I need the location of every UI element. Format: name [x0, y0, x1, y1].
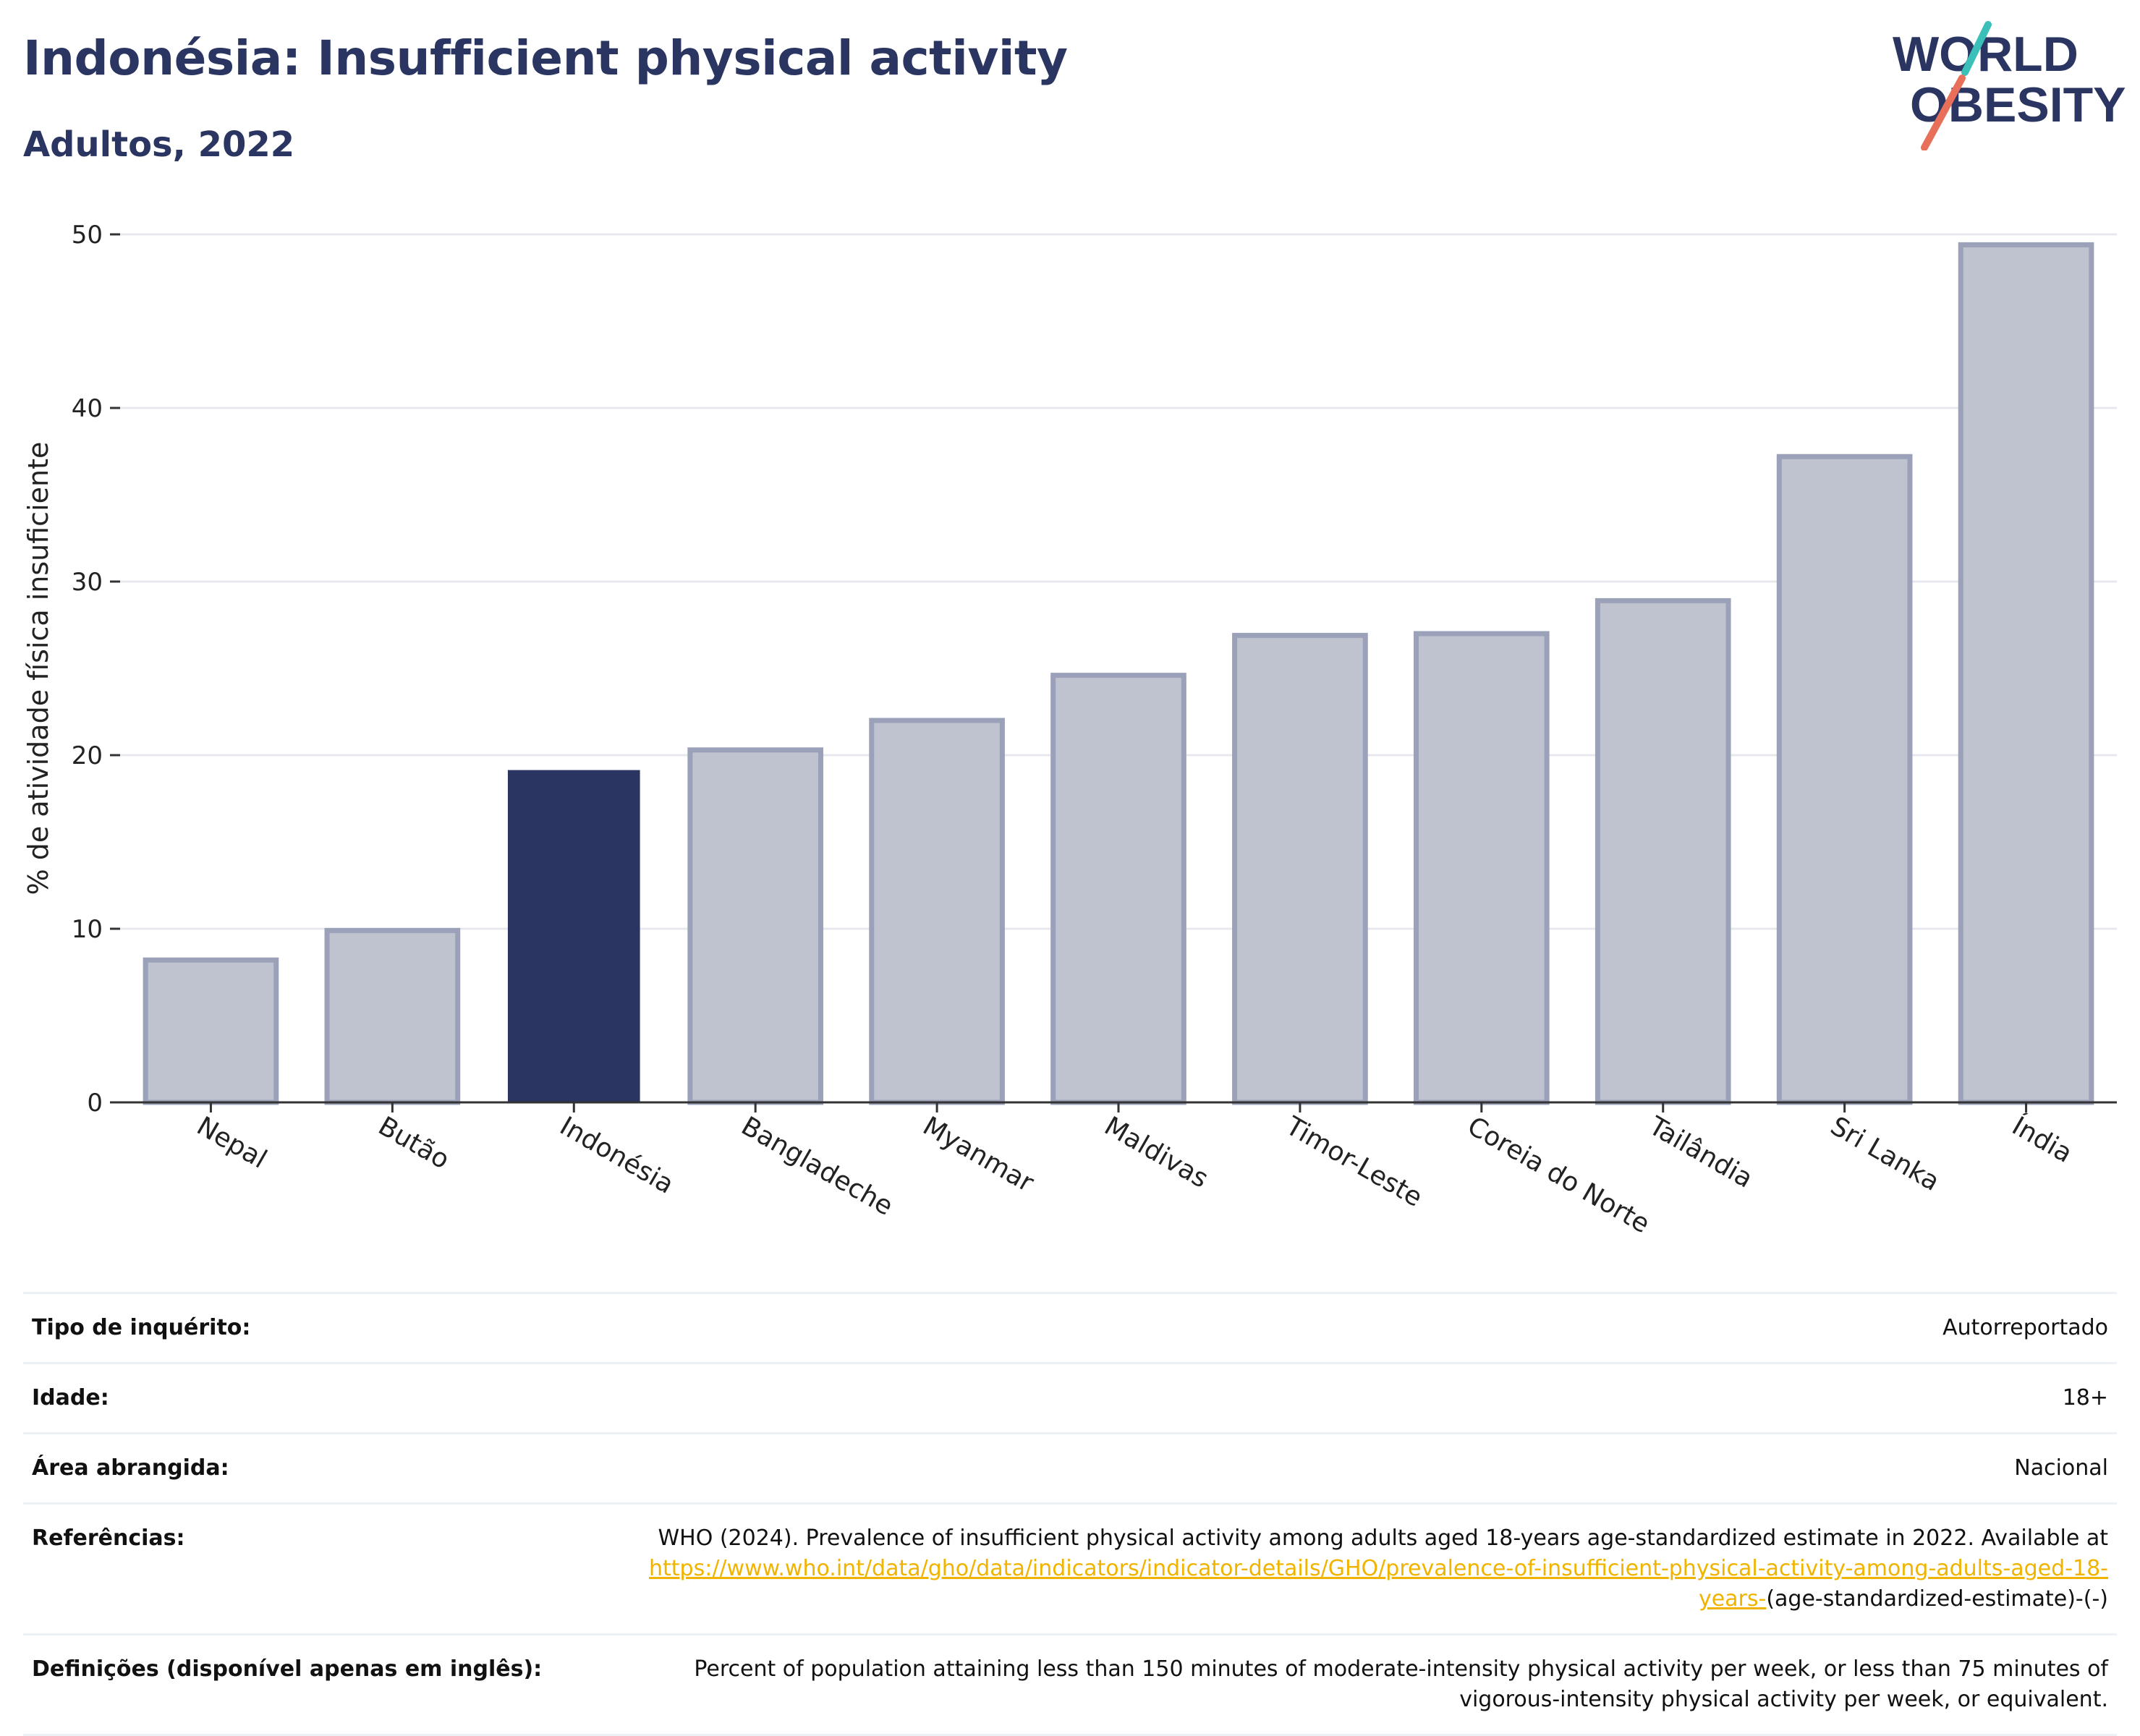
bar-indonésia[interactable]	[507, 770, 640, 1103]
bar-chart: 0 10 20 30 40 50 Nepal Butão Indonésia Bangladec…	[22, 221, 2117, 1239]
bar-coreia-do-norte[interactable]	[1413, 631, 1550, 1105]
bar-bangladeche[interactable]	[687, 747, 824, 1105]
y-tick-label: 20	[72, 741, 103, 770]
info-value: Nacional	[2014, 1455, 2108, 1481]
bar-sri-lanka[interactable]	[1776, 454, 1913, 1105]
x-tick-label: Indonésia	[555, 1111, 679, 1200]
info-table: Tipo de inquérito: Autorreportado Idade:…	[23, 1292, 2117, 1736]
info-value: 18+	[2062, 1385, 2108, 1410]
y-tick-label: 10	[72, 915, 103, 944]
references-value: WHO (2024). Prevalence of insufficient p…	[590, 1504, 2117, 1635]
info-label: Referências:	[32, 1526, 185, 1551]
x-tick-label: Coreia do Norte	[1462, 1111, 1655, 1239]
info-row-area: Área abrangida: Nacional	[23, 1433, 2117, 1504]
x-tick-label: Timor-Leste	[1281, 1111, 1427, 1213]
x-tick-label: Nepal	[192, 1111, 272, 1175]
y-tick-label: 30	[72, 568, 103, 597]
bar-índia[interactable]	[1958, 242, 2094, 1105]
logo-slash-teal	[1961, 21, 1992, 76]
info-label: Definições (disponível apenas em inglês)…	[32, 1656, 543, 1682]
chart-title: Indonésia: Insufficient physical activit…	[23, 30, 1068, 86]
x-tick-label: Tailândia	[1643, 1111, 1757, 1194]
x-tick-label: Butão	[373, 1111, 454, 1175]
y-axis-label: % de atividade física insuficiente	[22, 442, 54, 895]
x-tick-label: Maldivas	[1100, 1111, 1213, 1194]
x-tick-label: Bangladeche	[736, 1111, 898, 1222]
bars	[143, 242, 2094, 1105]
bar-nepal[interactable]	[143, 957, 279, 1105]
info-label: Idade:	[32, 1385, 109, 1410]
y-axis-ticks: 0 10 20 30 40 50	[72, 221, 120, 1118]
bar-maldivas[interactable]	[1050, 673, 1186, 1105]
y-tick-label: 0	[87, 1089, 103, 1118]
info-row-definitions: Definições (disponível apenas em inglês)…	[23, 1634, 2117, 1735]
y-tick-label: 50	[72, 221, 103, 250]
x-tick-label: Myanmar	[918, 1111, 1039, 1198]
x-tick-label: Índia	[2007, 1110, 2078, 1169]
logo-slash-coral	[1921, 75, 1966, 150]
info-label: Área abrangida:	[32, 1455, 229, 1481]
references-text-after: (age-standardized-estimate)-(-)	[1766, 1586, 2108, 1612]
references-link[interactable]: https://www.who.int/data/gho/data/indica…	[649, 1556, 2108, 1612]
bar-timor-leste[interactable]	[1232, 632, 1368, 1105]
y-tick-label: 40	[72, 394, 103, 423]
bar-myanmar[interactable]	[869, 718, 1005, 1105]
info-row-age: Idade: 18+	[23, 1363, 2117, 1434]
info-row-references: Referências: WHO (2024). Prevalence of i…	[23, 1503, 2117, 1635]
references-text: WHO (2024). Prevalence of insufficient p…	[658, 1526, 2108, 1551]
x-tick-label: Sri Lanka	[1825, 1111, 1945, 1197]
world-obesity-logo[interactable]: WORLD OBESITY	[1887, 20, 2127, 150]
info-label: Tipo de inquérito:	[32, 1315, 251, 1340]
chart-subtitle: Adultos, 2022	[23, 124, 295, 165]
definitions-value: Percent of population attaining less tha…	[694, 1656, 2108, 1712]
info-row-survey-type: Tipo de inquérito: Autorreportado	[23, 1293, 2117, 1363]
bar-tailândia[interactable]	[1595, 597, 1731, 1105]
x-axis-ticks: Nepal Butão Indonésia Bangladeche Myanmar Mal…	[192, 1102, 2078, 1239]
info-value: Autorreportado	[1942, 1315, 2108, 1340]
bar-butão[interactable]	[324, 927, 461, 1105]
